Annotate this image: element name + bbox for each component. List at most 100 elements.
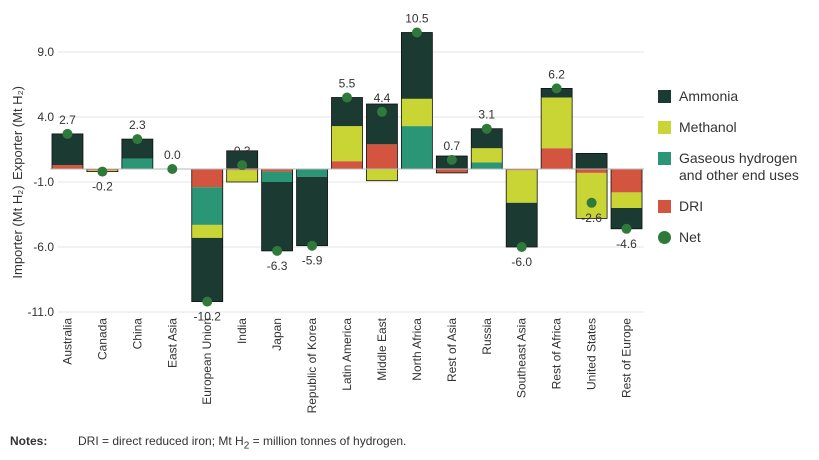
category-label-india: India: [235, 318, 249, 344]
bar-segment-gaseous-hydrogen-and-other-end-uses-north-africa: [401, 126, 433, 169]
bar-segment-dri-middle-east: [366, 144, 398, 169]
net-labels: 2.7 -0.2 2.3 0.0 -10.2 0.3 -6.3 -5.9 5.5 4.4 10.5 0…: [59, 12, 637, 324]
category-label-japan: Japan: [270, 318, 284, 351]
net-label-middle-east: 4.4: [374, 91, 391, 105]
bar-outline-india: [226, 150, 259, 183]
bar-segment-dri-latin-america: [331, 161, 363, 169]
notes-text-sub: 2: [243, 440, 250, 452]
bar-segment-ammonia-india: [226, 150, 258, 169]
category-label-canada: Canada: [95, 318, 109, 360]
legend-marker-net: [658, 231, 671, 244]
bar-segment-ammonia-australia: [51, 133, 83, 166]
y-axis-label-exporter: Exporter (Mt H₂): [10, 86, 25, 180]
net-label-north-africa: 10.5: [405, 12, 429, 26]
bar-segment-gaseous-hydrogen-and-other-end-uses-republic-of-korea: [296, 169, 328, 177]
bar-segment-dri-rest-of-africa: [541, 148, 573, 169]
net-label-india: 0.3: [234, 144, 251, 158]
category-label-united-states: United States: [585, 318, 599, 390]
net-marker-east-asia: [167, 164, 178, 174]
net-marker-latin-america: [342, 92, 352, 103]
y-tick-label: -1.0: [33, 175, 54, 189]
legend-item-dri: DRI: [658, 198, 818, 215]
net-marker-rest-of-europe: [621, 223, 632, 234]
legend-label-net: Net: [679, 229, 701, 245]
net-marker-rest-of-africa: [551, 83, 562, 94]
net-marker-middle-east: [376, 106, 387, 117]
category-label-latin-america: Latin America: [340, 318, 354, 391]
category-label-australia: Australia: [60, 318, 74, 365]
net-label-rest-of-africa: 6.2: [548, 67, 565, 81]
y-tick-labels: 9.0 4.0 -1.0 -6.0 -11.0: [28, 45, 55, 319]
bars: [51, 32, 643, 303]
bar-segment-gaseous-hydrogen-and-other-end-uses-european-union: [191, 187, 223, 225]
net-label-russia: 3.1: [478, 108, 495, 122]
legend-label-gaseous: Gaseous hydrogen and other end uses: [679, 150, 799, 184]
legend-swatch-dri: [658, 200, 671, 213]
net-marker-southeast-asia: [516, 242, 527, 252]
bar-segment-ammonia-republic-of-korea: [296, 176, 328, 246]
net-label-china: 2.3: [129, 118, 146, 132]
legend-swatch-methanol: [658, 121, 671, 134]
bar-segment-methanol-european-union: [191, 224, 223, 238]
bar-segment-dri-european-union: [191, 169, 223, 188]
bar-segment-ammonia-united-states: [576, 153, 608, 169]
bar-segment-dri-rest-of-europe: [611, 169, 643, 193]
y-tick-label: 4.0: [37, 110, 54, 124]
bar-segment-methanol-russia: [471, 148, 503, 163]
bar-segment-methanol-united-states: [576, 172, 608, 219]
bar-segment-methanol-rest-of-europe: [611, 192, 643, 208]
notes-text-post: = million tonnes of hydrogen.: [249, 434, 407, 448]
category-label-north-africa: North Africa: [410, 318, 424, 381]
net-label-southeast-asia: -6.0: [511, 255, 532, 269]
bar-segment-methanol-middle-east: [366, 169, 398, 181]
y-tick-label: -6.0: [33, 240, 54, 254]
net-label-rest-of-europe: -4.6: [616, 237, 637, 251]
net-label-japan: -6.3: [267, 259, 288, 273]
net-markers: [62, 27, 632, 307]
net-label-canada: -0.2: [92, 180, 113, 194]
bar-segment-methanol-north-africa: [401, 98, 433, 127]
bar-segment-dri-japan: [261, 169, 293, 172]
legend-item-gaseous: Gaseous hydrogen and other end uses: [658, 150, 818, 184]
category-label-china: China: [130, 318, 144, 350]
legend-item-methanol: Methanol: [658, 119, 818, 136]
bar-segment-dri-southeast-asia: [506, 169, 538, 171]
bar-segment-ammonia-japan: [261, 182, 293, 251]
legend-item-net: Net: [658, 229, 818, 246]
category-label-rest-of-asia: Rest of Asia: [445, 318, 459, 382]
bar-segment-dri-rest-of-asia: [436, 169, 468, 173]
net-marker-india: [237, 160, 248, 171]
category-label-middle-east: Middle East: [375, 317, 389, 380]
bar-segment-gaseous-hydrogen-and-other-end-uses-russia: [471, 162, 503, 169]
net-marker-rest-of-asia: [446, 154, 457, 165]
net-marker-european-union: [202, 296, 213, 307]
net-label-australia: 2.7: [59, 113, 76, 127]
bar-segment-ammonia-southeast-asia: [506, 202, 538, 247]
category-label-rest-of-africa: Rest of Africa: [550, 318, 564, 390]
net-label-latin-america: 5.5: [339, 77, 356, 91]
y-tick-label: -11.0: [28, 305, 55, 319]
category-labels: Australia Canada China East Asia European Un…: [60, 317, 633, 413]
bar-segment-ammonia-european-union: [191, 237, 223, 302]
net-label-east-asia: 0.0: [164, 148, 181, 162]
net-label-republic-of-korea: -5.9: [302, 254, 323, 268]
bar-segment-ammonia-north-africa: [401, 32, 433, 99]
legend-label-gaseous-line1: Gaseous hydrogen: [679, 150, 798, 166]
bar-segment-methanol-india: [226, 170, 258, 182]
net-marker-china: [132, 134, 143, 145]
legend-label-gaseous-line2: and other end uses: [679, 167, 799, 183]
legend-swatch-gaseous: [658, 152, 671, 165]
bar-segment-gaseous-hydrogen-and-other-end-uses-japan: [261, 171, 293, 182]
net-marker-republic-of-korea: [307, 240, 318, 251]
bar-segment-gaseous-hydrogen-and-other-end-uses-china: [121, 158, 153, 169]
net-label-rest-of-asia: 0.7: [443, 139, 460, 153]
category-label-southeast-asia: Southeast Asia: [515, 318, 529, 398]
notes-label: Notes:: [10, 434, 48, 448]
net-label-european-union: -10.2: [194, 310, 222, 324]
bar-segment-ammonia-rest-of-europe: [611, 208, 643, 229]
net-marker-united-states: [586, 197, 597, 208]
bar-outline-united-states: [575, 152, 608, 219]
legend-label-methanol: Methanol: [679, 119, 737, 135]
net-marker-australia: [62, 128, 73, 139]
